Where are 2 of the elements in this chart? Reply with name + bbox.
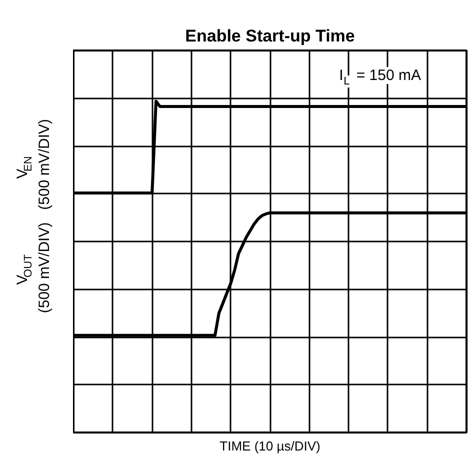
- x-axis-title: TIME (10 µs/DIV): [220, 438, 320, 454]
- chart-title: Enable Start-up Time: [185, 26, 355, 46]
